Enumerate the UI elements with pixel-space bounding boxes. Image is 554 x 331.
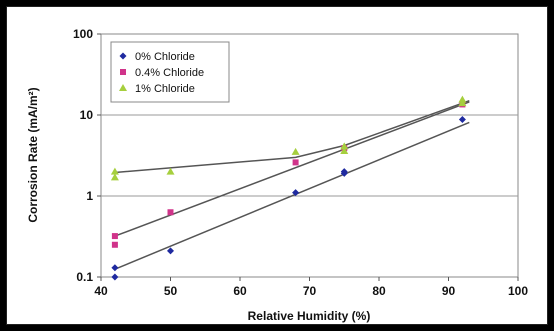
data-point [340, 146, 349, 154]
legend-box [110, 41, 230, 103]
y-tick-label: 100 [73, 27, 93, 41]
data-point [110, 167, 119, 175]
data-point [458, 115, 466, 123]
legend-label: 1% Chloride [135, 83, 195, 95]
data-point [340, 168, 348, 176]
y-tick-label: 10 [80, 108, 94, 122]
y-axis-title: Corrosion Rate (mA/m²) [26, 87, 40, 222]
legend-label: 0% Chloride [135, 51, 195, 63]
legend-marker [119, 84, 127, 91]
data-point [167, 209, 174, 216]
chart-frame: 0.1 1 10 100 40 50 60 70 80 90 100 Relative Humidi… [6, 6, 548, 325]
x-tick-label: 70 [303, 284, 317, 298]
data-point [292, 189, 300, 197]
data-point [167, 247, 174, 255]
x-tick-label: 100 [508, 284, 528, 298]
legend-marker [119, 52, 127, 60]
data-point [166, 167, 175, 175]
trendline [114, 121, 470, 270]
data-point [340, 142, 349, 150]
y-tick-label: 1 [86, 189, 93, 203]
corrosion-chart: 0.1 1 10 100 40 50 60 70 80 90 100 Relative Humidi… [26, 27, 528, 323]
legend-label: 0.4% Chloride [135, 67, 204, 79]
x-tick-label: 40 [94, 284, 108, 298]
data-point [292, 159, 299, 166]
data-point [291, 147, 300, 155]
data-point [111, 241, 118, 248]
legend: 0% Chloride 0.4% Chloride 1% Chloride [110, 41, 230, 103]
data-point [458, 99, 467, 107]
data-point [111, 273, 119, 281]
legend-marker [120, 69, 126, 75]
x-tick-label: 50 [164, 284, 178, 298]
trendline [114, 101, 470, 237]
trendline [114, 99, 470, 174]
y-tick-label: 0.1 [76, 270, 93, 284]
data-point [458, 95, 467, 103]
data-point [111, 264, 119, 272]
x-tick-label: 80 [372, 284, 386, 298]
data-point [111, 233, 118, 240]
x-tick-label: 90 [442, 284, 456, 298]
x-tick-label: 60 [233, 284, 247, 298]
data-point [110, 173, 119, 181]
x-axis-title: Relative Humidity (%) [248, 309, 371, 323]
